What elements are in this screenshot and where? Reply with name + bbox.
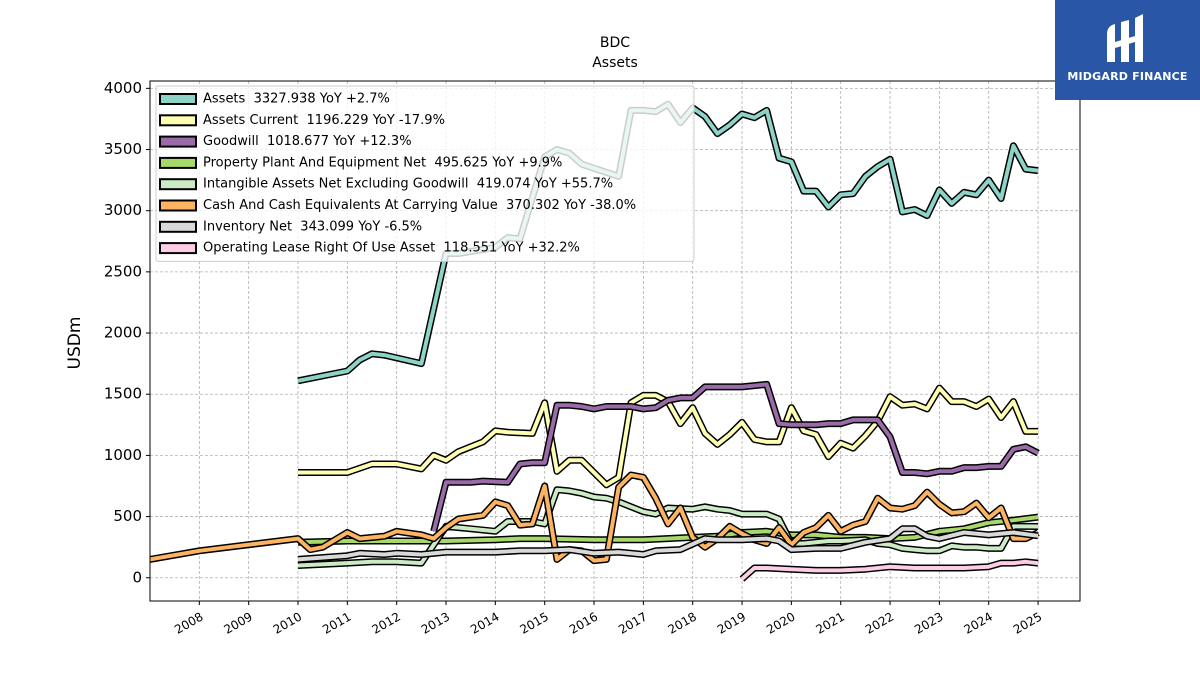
y-tick-label: 2000	[104, 324, 142, 342]
x-tick-label: 2015	[517, 610, 550, 637]
x-tick-label: 2009	[221, 610, 254, 637]
x-tick-label: 2016	[567, 610, 600, 637]
y-tick-label: 3500	[104, 140, 142, 158]
legend-swatch	[159, 220, 197, 233]
series-stroke	[740, 559, 1039, 581]
x-tick-label: 2021	[814, 610, 847, 637]
series-stroke	[297, 487, 1039, 568]
x-tick-label: 2024	[962, 610, 995, 637]
legend-swatch	[159, 114, 197, 127]
y-tick-label: 4000	[104, 79, 142, 97]
series-line	[297, 486, 1039, 569]
x-tick-label: 2018	[666, 610, 699, 637]
legend-entry: Intangible Assets Net Excluding Goodwill…	[203, 177, 613, 192]
chart-subtitle: Assets	[592, 55, 638, 71]
legend-entry: Property Plant And Equipment Net 495.625…	[203, 155, 562, 170]
legend: Assets 3327.938 YoY +2.7% Assets Current …	[155, 85, 695, 262]
series-stroke	[431, 382, 1040, 532]
y-axis-label: USDm	[65, 317, 85, 370]
legend-entry: Assets 3327.938 YoY +2.7%	[203, 92, 390, 107]
y-tick-label: 1000	[104, 446, 142, 464]
series-stroke	[149, 473, 1039, 563]
x-tick-label: 2012	[369, 610, 402, 637]
x-tick-label: 2011	[320, 610, 353, 637]
y-tick-label: 2500	[104, 262, 142, 280]
legend-swatch	[159, 178, 197, 191]
x-axis: 2008 2009 2010 2011 2012 2013 2014 2015 2016 2017…	[172, 601, 1044, 637]
series-line	[298, 384, 1039, 489]
series-line	[297, 525, 1039, 563]
legend-swatch	[159, 135, 197, 148]
series-line	[430, 380, 1040, 533]
legend-entry: Goodwill 1018.677 YoY +12.3%	[203, 134, 412, 149]
y-tick-label: 3000	[104, 201, 142, 219]
legend-swatch	[159, 242, 197, 255]
plot-frame	[149, 80, 1081, 602]
legend-box	[155, 85, 695, 262]
series-stroke	[298, 386, 1039, 487]
series-lines	[149, 100, 1040, 582]
brand-logo: MIDGARD FINANCE	[1055, 0, 1200, 100]
y-tick-label: 0	[132, 568, 142, 586]
x-tick-label: 2013	[419, 610, 452, 637]
x-tick-label: 2008	[172, 610, 205, 637]
y-tick-label: 500	[113, 507, 142, 525]
series-line	[739, 558, 1039, 582]
x-tick-label: 2025	[1011, 610, 1044, 637]
legend-entry: Operating Lease Right Of Use Asset 118.5…	[203, 241, 580, 256]
chart-title: BDC	[600, 35, 630, 51]
y-tick-label: 1500	[104, 385, 142, 403]
series-line	[149, 471, 1040, 565]
legend-entry: Cash And Cash Equivalents At Carrying Va…	[203, 198, 636, 213]
y-axis: 0 500 1000 1500 2000 2500 3000 3500 4000	[104, 79, 150, 586]
legend-entry: Assets Current 1196.229 YoY -17.9%	[203, 113, 445, 128]
legend-swatch	[159, 93, 197, 105]
x-tick-label: 2010	[271, 610, 304, 637]
legend-swatch	[159, 199, 197, 212]
brand-name: MIDGARD FINANCE	[1067, 70, 1188, 83]
series-stroke	[297, 526, 1039, 562]
legend-swatch	[159, 156, 197, 169]
x-tick-label: 2019	[715, 610, 748, 637]
legend-entry: Inventory Net 343.099 YoY -6.5%	[203, 219, 422, 234]
x-tick-label: 2017	[616, 610, 649, 637]
x-tick-label: 2022	[863, 610, 896, 637]
x-tick-label: 2014	[468, 610, 501, 637]
x-tick-label: 2023	[912, 610, 945, 637]
brand-mark-icon	[1107, 14, 1143, 62]
x-tick-label: 2020	[764, 610, 797, 637]
